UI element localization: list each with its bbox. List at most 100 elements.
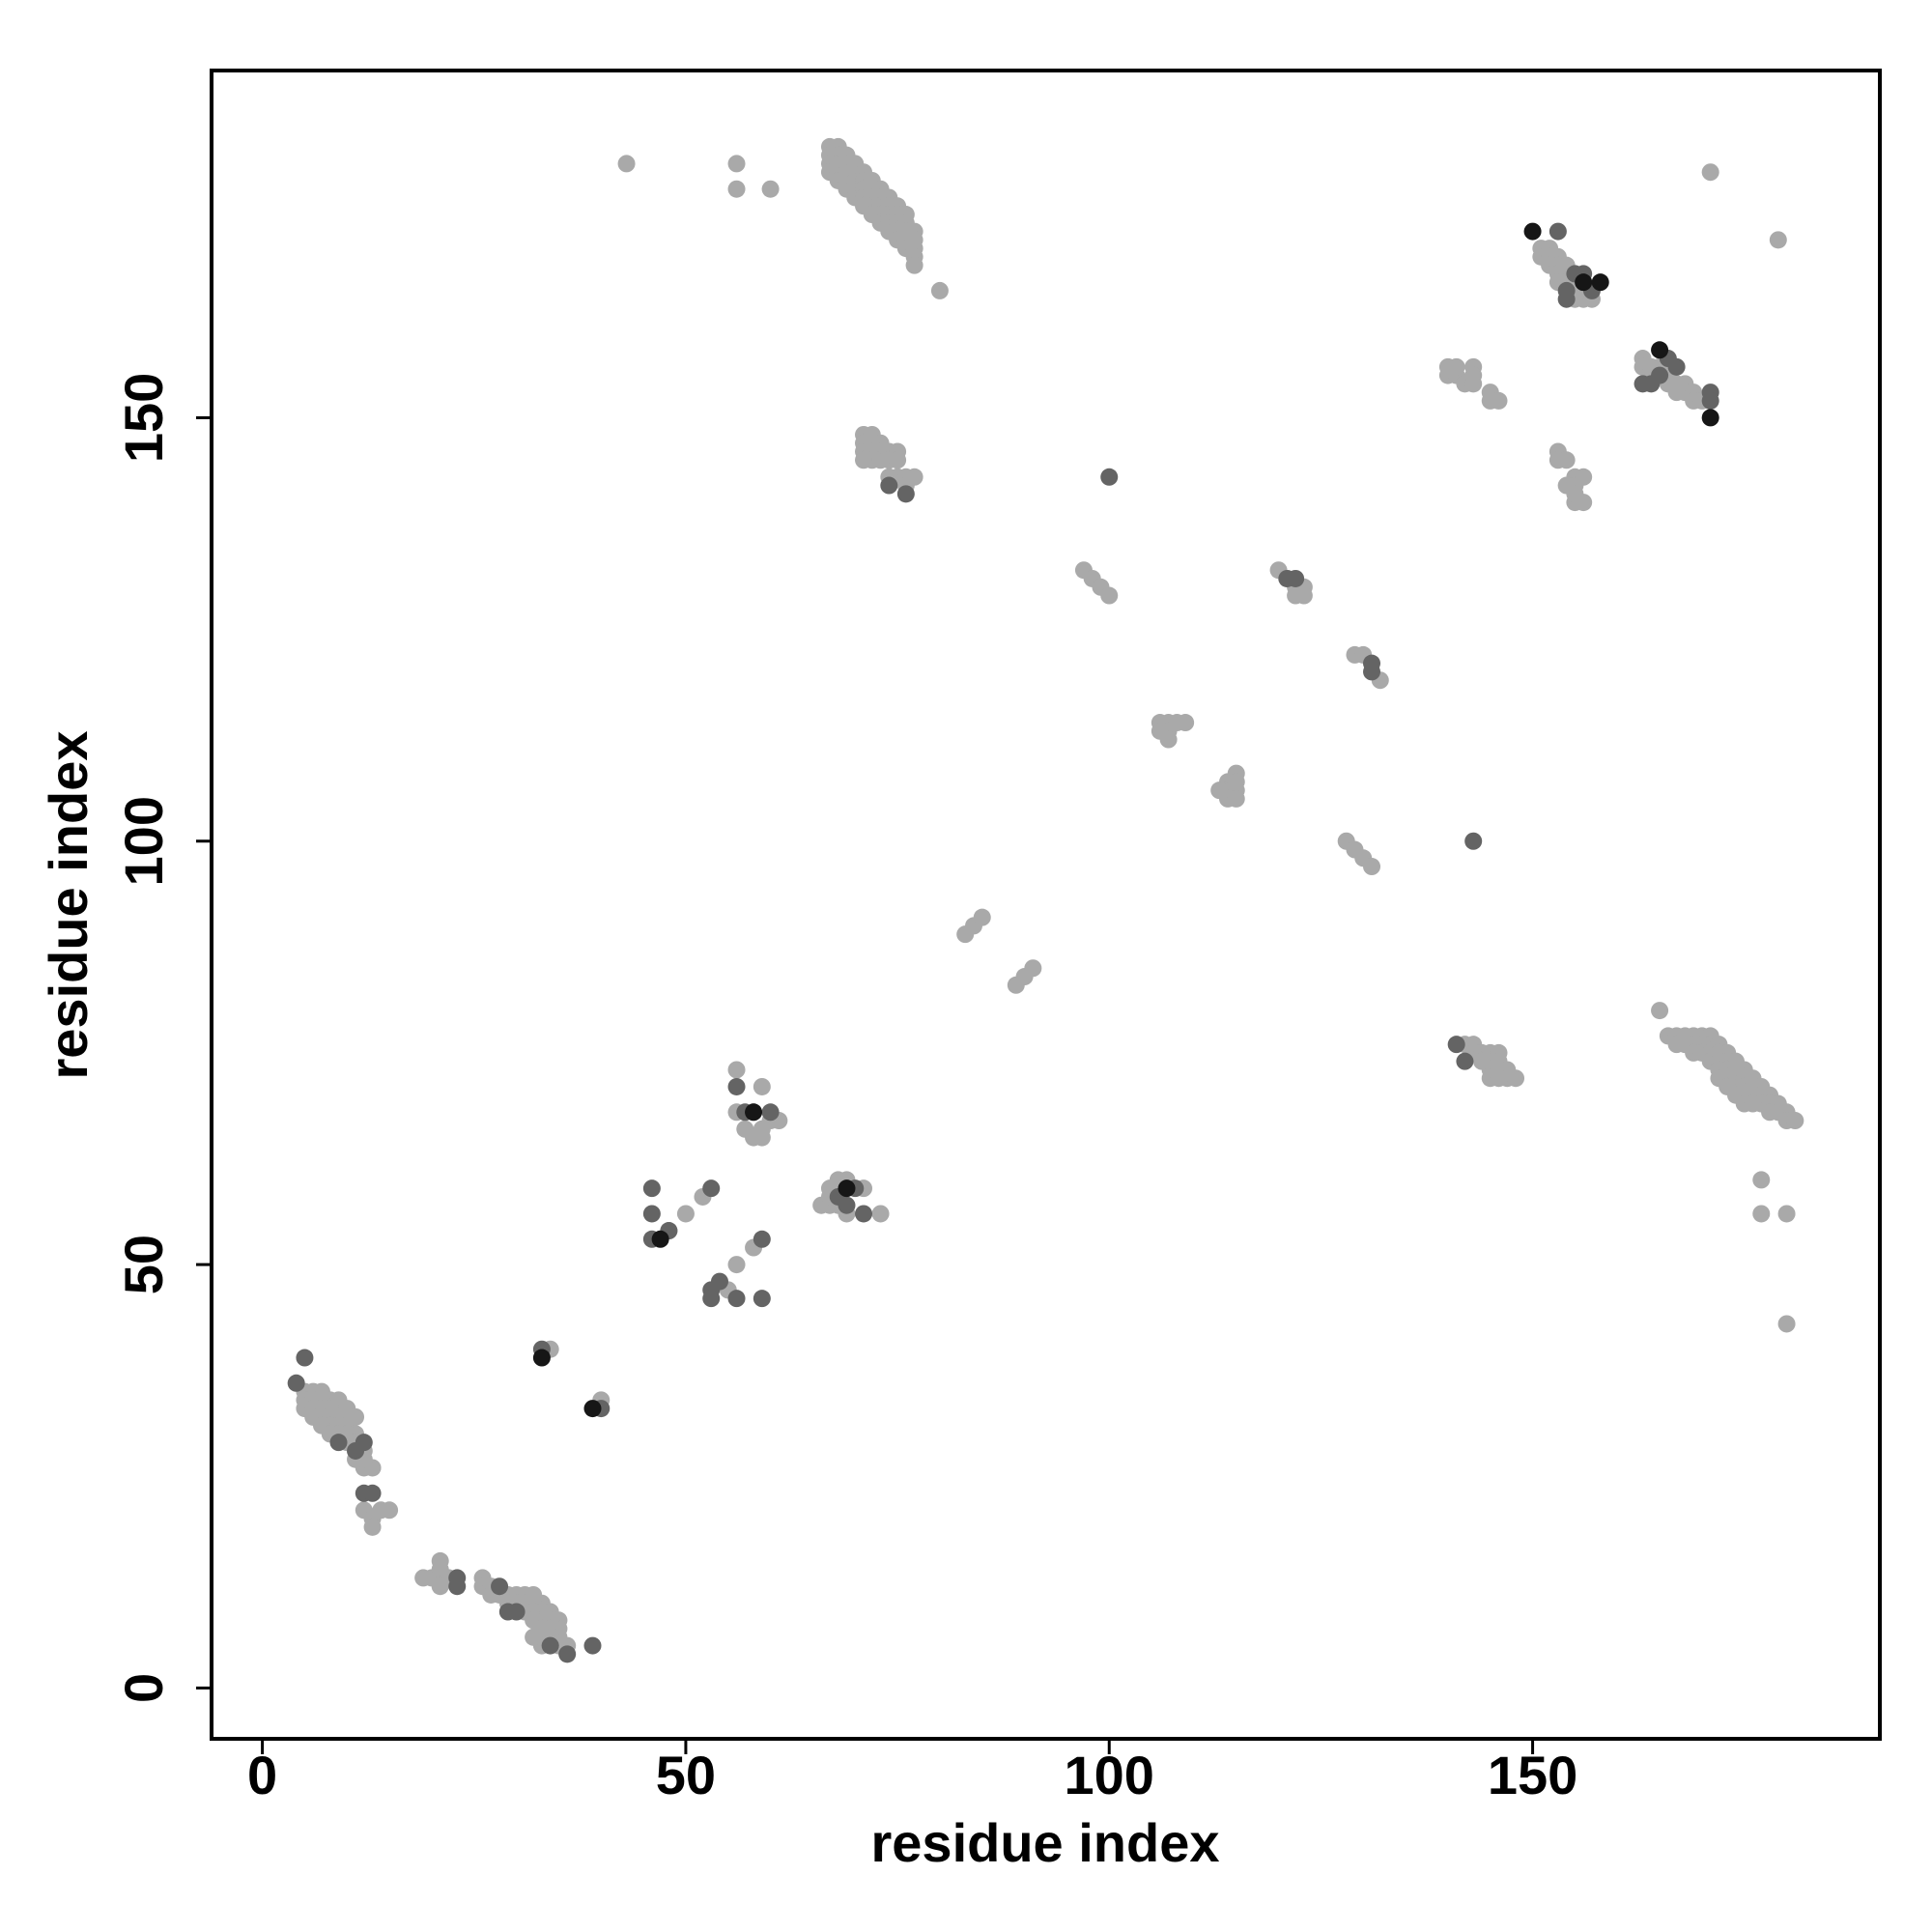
y-tick-label: 0	[113, 1673, 174, 1703]
point	[880, 476, 898, 495]
point	[329, 1434, 348, 1452]
point	[1752, 1171, 1771, 1189]
point	[381, 1501, 399, 1520]
point	[431, 1577, 449, 1596]
point	[1100, 468, 1119, 486]
point	[727, 1077, 746, 1095]
point	[1464, 832, 1483, 850]
point	[727, 180, 746, 198]
point	[448, 1577, 467, 1596]
point	[838, 1196, 856, 1214]
point	[1472, 1052, 1491, 1070]
point	[905, 256, 923, 274]
y-tick-label: 50	[113, 1235, 174, 1294]
point	[753, 1128, 771, 1147]
x-tick-label: 0	[247, 1745, 277, 1805]
point	[296, 1349, 314, 1367]
point	[1667, 357, 1686, 376]
point	[1557, 451, 1576, 469]
point	[710, 1272, 728, 1291]
point	[761, 1103, 780, 1122]
point	[1575, 273, 1593, 292]
point	[889, 451, 907, 469]
point	[855, 1205, 873, 1223]
point	[1210, 781, 1229, 800]
point	[1447, 1036, 1465, 1054]
point	[676, 1205, 695, 1223]
point	[1744, 1094, 1762, 1113]
point	[1024, 959, 1042, 978]
point	[1363, 654, 1381, 672]
point	[363, 1484, 382, 1502]
x-tick-label: 150	[1488, 1745, 1577, 1805]
point	[1464, 375, 1483, 393]
y-tick-label: 100	[113, 796, 174, 886]
point	[1177, 714, 1195, 732]
point	[1667, 384, 1686, 402]
point	[1752, 1205, 1771, 1223]
point	[1566, 485, 1584, 503]
y-tick-label: 150	[113, 373, 174, 463]
point	[1490, 1069, 1508, 1088]
point	[583, 1636, 602, 1655]
point	[1287, 569, 1305, 587]
point	[1507, 1069, 1525, 1088]
point	[1761, 1103, 1779, 1122]
point	[1456, 1052, 1474, 1070]
point	[1100, 586, 1119, 605]
x-tick-label: 100	[1065, 1745, 1154, 1805]
point	[558, 1645, 577, 1663]
point	[541, 1636, 559, 1655]
point	[753, 1290, 771, 1308]
point	[702, 1179, 721, 1198]
point	[1651, 1002, 1669, 1020]
point	[1701, 391, 1719, 410]
point	[1701, 163, 1719, 182]
point	[727, 1256, 746, 1274]
point	[431, 1551, 449, 1570]
point	[727, 155, 746, 173]
x-axis-title: residue index	[870, 1812, 1219, 1873]
point	[838, 1179, 856, 1198]
point	[1651, 366, 1669, 384]
point	[491, 1577, 509, 1596]
point	[1557, 290, 1576, 308]
point	[973, 908, 991, 926]
point	[1769, 231, 1787, 249]
point	[1523, 222, 1542, 241]
point	[930, 281, 949, 299]
point	[753, 1230, 771, 1248]
point	[1481, 391, 1499, 410]
y-axis-title: residue index	[38, 730, 99, 1079]
point	[532, 1349, 551, 1367]
point	[1227, 773, 1245, 791]
point	[1786, 1112, 1804, 1130]
point	[363, 1518, 382, 1536]
point	[525, 1628, 543, 1646]
plot-frame	[210, 69, 1882, 1741]
point	[1651, 341, 1669, 359]
point	[1151, 722, 1169, 740]
point	[651, 1230, 669, 1248]
point	[753, 1077, 771, 1095]
point	[642, 1205, 661, 1223]
point	[1591, 273, 1609, 292]
point	[905, 468, 923, 486]
point	[702, 1290, 721, 1308]
point	[1777, 1205, 1796, 1223]
point	[761, 180, 780, 198]
point	[507, 1603, 526, 1621]
point	[1575, 468, 1593, 486]
point	[1294, 586, 1313, 605]
point	[1363, 858, 1381, 876]
point	[1701, 409, 1719, 427]
point	[871, 1205, 890, 1223]
x-tick-label: 50	[656, 1745, 716, 1805]
point	[896, 485, 915, 503]
point	[1777, 1315, 1796, 1333]
point	[727, 1290, 746, 1308]
point	[347, 1441, 365, 1460]
point	[642, 1179, 661, 1198]
